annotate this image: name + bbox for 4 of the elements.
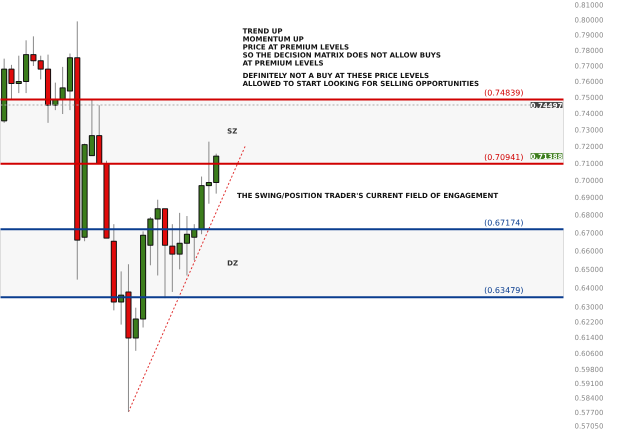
ref-line-label: (0.67174) — [484, 218, 524, 228]
ref-line-label: (0.74839) — [484, 88, 524, 98]
ref-line-label: (0.70941) — [484, 152, 524, 162]
ref-line-label: (0.63479) — [484, 286, 524, 296]
